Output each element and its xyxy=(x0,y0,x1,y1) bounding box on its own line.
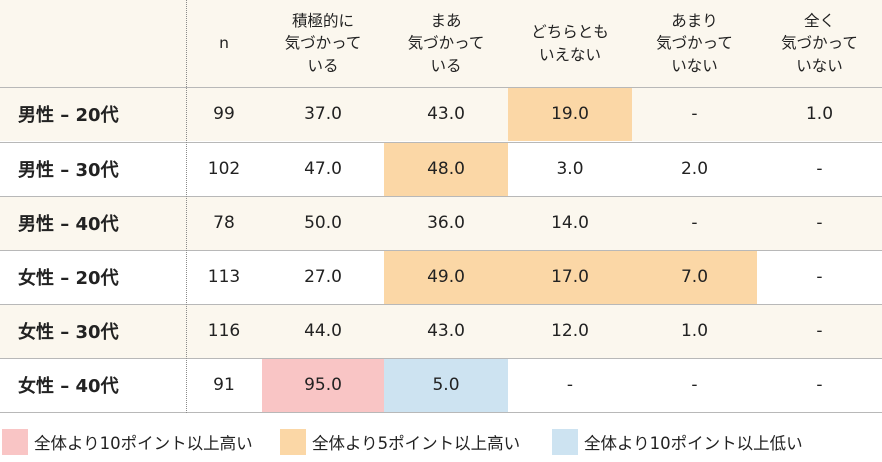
table-row: 男性 – 30代 102 47.0 48.0 3.0 2.0 - xyxy=(0,142,882,196)
value-cell: 43.0 xyxy=(427,321,465,341)
column-header: まあ 気づかって いる xyxy=(407,11,485,75)
table-row: 男性 – 40代 78 50.0 36.0 14.0 - - xyxy=(0,196,882,250)
value-cell: 47.0 xyxy=(304,159,342,179)
sample-size-cell: 116 xyxy=(207,321,241,341)
value-cell: 1.0 xyxy=(680,321,709,341)
value-cell: 19.0 xyxy=(508,87,632,141)
value-cell: 95.0 xyxy=(262,358,384,412)
legend: 全体より10ポイント以上高い 全体より5ポイント以上高い 全体より10ポイント以上低… xyxy=(0,426,882,458)
row-divider xyxy=(0,142,882,143)
column-header: どちらとも いえない xyxy=(531,23,609,64)
value-cell: 48.0 xyxy=(384,142,508,196)
value-cell: - xyxy=(816,375,823,395)
legend-swatch xyxy=(280,429,306,455)
sample-size-cell: 102 xyxy=(207,159,241,179)
table-row: 女性 – 30代 116 44.0 43.0 12.0 1.0 - xyxy=(0,304,882,358)
value-cell: 3.0 xyxy=(556,159,584,179)
sample-size-cell: 91 xyxy=(213,375,235,395)
value-cell: 1.0 xyxy=(805,104,834,124)
legend-item-blue: 全体より10ポイント以上低い xyxy=(552,426,803,458)
value-cell: 27.0 xyxy=(304,267,342,287)
table-row: 男性 – 20代 99 37.0 43.0 19.0 - 1.0 xyxy=(0,87,882,141)
row-divider xyxy=(0,250,882,251)
sample-size-cell: 78 xyxy=(213,213,235,233)
survey-table: n 積極的に 気づかって いる まあ 気づかって いる どちらとも いえない あまり 気… xyxy=(0,0,882,413)
label-column-divider xyxy=(186,0,187,413)
value-cell: 12.0 xyxy=(551,321,589,341)
row-divider xyxy=(0,304,882,305)
row-label: 男性 – 40代 xyxy=(18,214,119,235)
legend-item-orange: 全体より5ポイント以上高い xyxy=(280,426,520,458)
value-cell: - xyxy=(816,321,823,341)
value-cell: 36.0 xyxy=(427,213,465,233)
value-cell: 17.0 xyxy=(508,250,632,304)
column-header: n xyxy=(219,34,229,53)
table-row: 女性 – 20代 113 27.0 49.0 17.0 7.0 - xyxy=(0,250,882,304)
row-label: 男性 – 20代 xyxy=(18,105,119,126)
value-cell: - xyxy=(816,213,823,233)
row-label: 女性 – 30代 xyxy=(18,322,119,343)
table-row: 女性 – 40代 91 95.0 5.0 - - - xyxy=(0,358,882,412)
header-row: n 積極的に 気づかって いる まあ 気づかって いる どちらとも いえない あまり 気… xyxy=(0,0,882,87)
sample-size-cell: 113 xyxy=(207,267,241,287)
row-divider xyxy=(0,412,882,413)
value-cell: - xyxy=(816,267,823,287)
column-header: 全く 気づかって いない xyxy=(781,11,858,75)
row-divider xyxy=(0,87,882,88)
legend-item-pink: 全体より10ポイント以上高い xyxy=(2,426,253,458)
value-cell: 7.0 xyxy=(632,250,757,304)
value-cell: 43.0 xyxy=(427,104,465,124)
value-cell: - xyxy=(691,213,698,233)
legend-label: 全体より10ポイント以上低い xyxy=(584,434,803,453)
value-cell: 50.0 xyxy=(304,213,342,233)
column-header: あまり 気づかって いない xyxy=(656,11,733,75)
value-cell: 49.0 xyxy=(384,250,508,304)
value-cell: - xyxy=(691,375,698,395)
legend-swatch xyxy=(552,429,578,455)
legend-swatch xyxy=(2,429,28,455)
value-cell: 44.0 xyxy=(304,321,342,341)
value-cell: 5.0 xyxy=(384,358,508,412)
value-cell: - xyxy=(816,159,823,179)
column-header: 積極的に 気づかって いる xyxy=(284,11,362,75)
sample-size-cell: 99 xyxy=(213,104,235,124)
row-label: 女性 – 20代 xyxy=(18,268,119,289)
row-divider xyxy=(0,196,882,197)
value-cell: 2.0 xyxy=(680,159,709,179)
header-corner-cell xyxy=(0,0,186,87)
value-cell: 37.0 xyxy=(304,104,342,124)
row-label: 女性 – 40代 xyxy=(18,376,119,397)
value-cell: - xyxy=(691,104,698,124)
row-label: 男性 – 30代 xyxy=(18,160,119,181)
legend-label: 全体より5ポイント以上高い xyxy=(312,434,521,453)
value-cell: - xyxy=(566,375,574,395)
legend-label: 全体より10ポイント以上高い xyxy=(34,434,253,453)
value-cell: 14.0 xyxy=(551,213,589,233)
row-divider xyxy=(0,358,882,359)
